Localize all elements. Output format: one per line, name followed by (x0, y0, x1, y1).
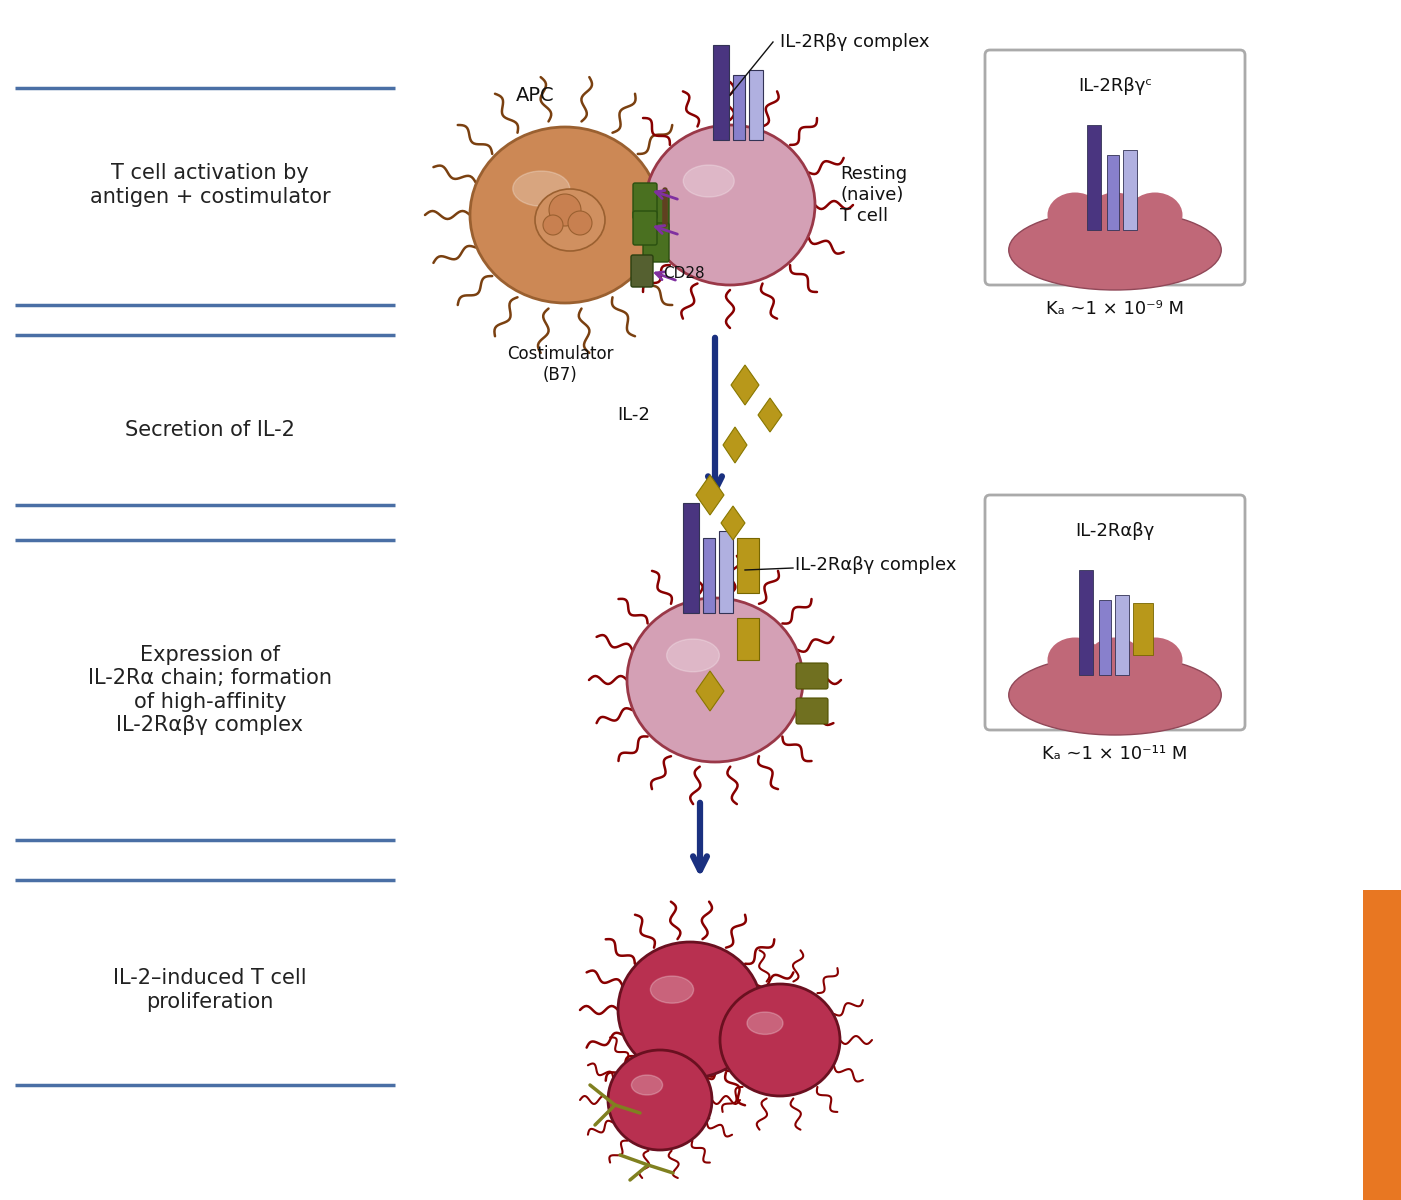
Text: IL-2Rβγ complex: IL-2Rβγ complex (780, 32, 929, 50)
Text: Kₐ ~1 × 10⁻⁹ M: Kₐ ~1 × 10⁻⁹ M (1047, 300, 1184, 318)
Bar (703, 538, 715, 613)
FancyBboxPatch shape (985, 494, 1245, 730)
Ellipse shape (628, 598, 803, 762)
Text: Kₐ ~1 × 10⁻¹¹ M: Kₐ ~1 × 10⁻¹¹ M (1042, 745, 1188, 763)
Polygon shape (723, 427, 747, 463)
Text: CD28: CD28 (663, 265, 705, 281)
Polygon shape (696, 671, 724, 710)
Ellipse shape (1048, 637, 1103, 683)
Bar (1363, 890, 1401, 1200)
Bar (733, 74, 745, 140)
Polygon shape (731, 365, 759, 404)
Ellipse shape (684, 164, 734, 197)
Circle shape (544, 215, 563, 235)
Bar (750, 70, 764, 140)
FancyBboxPatch shape (643, 223, 670, 262)
Circle shape (567, 211, 593, 235)
Text: Secretion of IL-2: Secretion of IL-2 (125, 420, 296, 440)
Bar (1133, 602, 1153, 655)
Ellipse shape (1009, 655, 1222, 734)
Ellipse shape (720, 984, 841, 1096)
Bar (1124, 150, 1138, 230)
Ellipse shape (644, 125, 815, 284)
Ellipse shape (1009, 210, 1222, 290)
FancyBboxPatch shape (630, 254, 653, 287)
Text: APC: APC (516, 86, 555, 104)
Text: Expression of
IL-2Rα chain; formation
of high-affinity
IL-2Rαβγ complex: Expression of IL-2Rα chain; formation of… (88, 646, 332, 734)
Text: IL-2–induced T cell
proliferation: IL-2–induced T cell proliferation (113, 968, 307, 1012)
Text: IL-2Rβγᶜ: IL-2Rβγᶜ (1077, 77, 1152, 95)
Polygon shape (696, 475, 724, 515)
Bar (737, 618, 759, 660)
Ellipse shape (513, 170, 570, 206)
Polygon shape (758, 398, 782, 432)
Bar (713, 44, 729, 140)
Ellipse shape (469, 127, 660, 302)
Bar (1115, 595, 1129, 674)
Bar (719, 530, 733, 613)
Ellipse shape (747, 1012, 783, 1034)
Ellipse shape (632, 1075, 663, 1094)
FancyBboxPatch shape (643, 191, 670, 233)
Bar (1107, 155, 1119, 230)
Text: IL-2Rαβγ: IL-2Rαβγ (1076, 522, 1154, 540)
Ellipse shape (1087, 637, 1142, 683)
Ellipse shape (1087, 192, 1142, 238)
Text: Resting
(naive)
T cell: Resting (naive) T cell (841, 166, 906, 224)
Ellipse shape (1128, 192, 1182, 238)
FancyBboxPatch shape (985, 50, 1245, 284)
Circle shape (549, 194, 581, 226)
Ellipse shape (1048, 192, 1103, 238)
Ellipse shape (667, 638, 719, 672)
Bar (1098, 600, 1111, 674)
Bar (1079, 570, 1093, 674)
FancyBboxPatch shape (633, 182, 657, 218)
Text: IL-2: IL-2 (616, 406, 650, 424)
FancyBboxPatch shape (796, 662, 828, 689)
Bar (684, 503, 699, 613)
Polygon shape (722, 506, 745, 540)
Text: T cell activation by
antigen + costimulator: T cell activation by antigen + costimula… (90, 163, 331, 206)
Text: IL-2Rαβγ complex: IL-2Rαβγ complex (794, 556, 957, 574)
Ellipse shape (650, 976, 693, 1003)
Text: Costimulator
(B7): Costimulator (B7) (507, 346, 614, 384)
Bar (737, 538, 759, 593)
Bar (1087, 125, 1101, 230)
FancyBboxPatch shape (633, 211, 657, 245)
Ellipse shape (1128, 637, 1182, 683)
FancyBboxPatch shape (796, 698, 828, 724)
Ellipse shape (608, 1050, 712, 1150)
Ellipse shape (618, 942, 762, 1078)
Ellipse shape (535, 188, 605, 251)
